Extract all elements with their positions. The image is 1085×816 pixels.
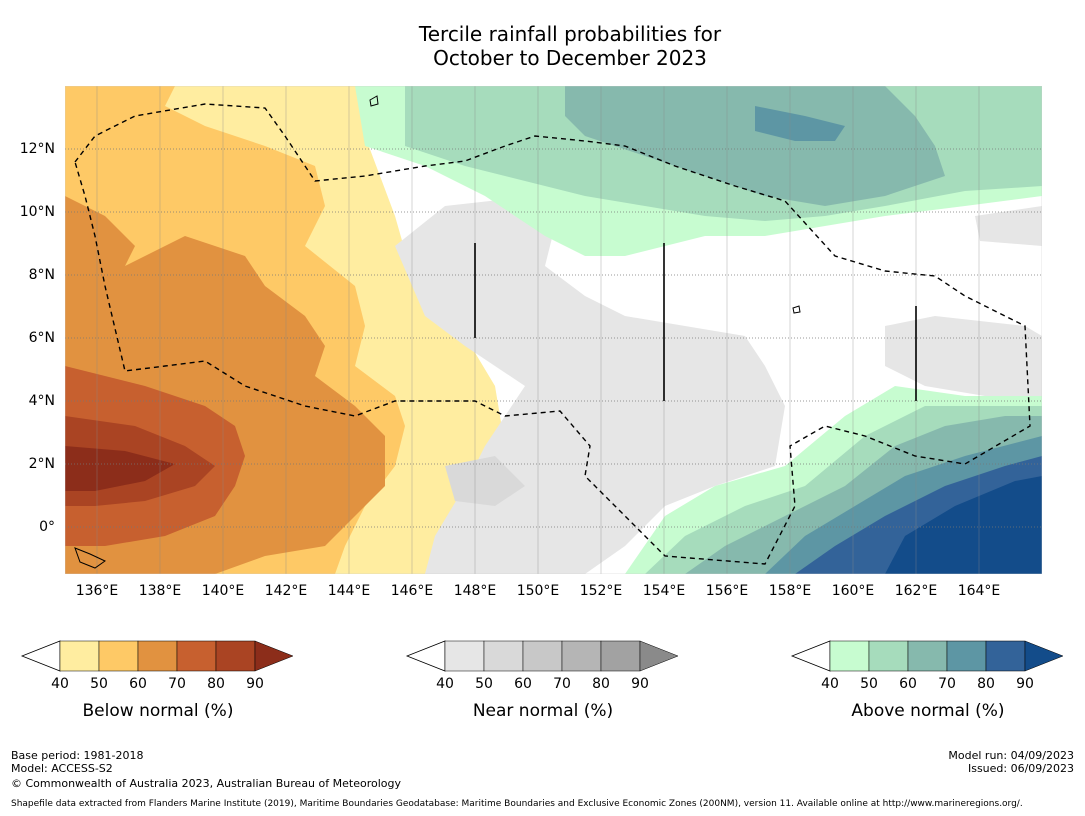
chart-title: Tercile rainfall probabilities for Octob… bbox=[0, 22, 1085, 70]
x-tick: 138°E bbox=[138, 583, 182, 599]
y-tick: 6°N bbox=[28, 330, 55, 346]
colorbar-swatch bbox=[985, 640, 1026, 672]
footer-left: Base period: 1981-2018 Model: ACCESS-S2 … bbox=[11, 749, 401, 790]
y-tick: 10°N bbox=[19, 204, 55, 220]
colorbar-level: 90 bbox=[631, 676, 649, 692]
near-50-region bbox=[445, 456, 525, 506]
x-tick: 150°E bbox=[516, 583, 560, 599]
colorbar-swatch bbox=[868, 640, 909, 672]
colorbar-level: 60 bbox=[129, 676, 147, 692]
issued-date: Issued: 06/09/2023 bbox=[967, 762, 1074, 775]
colorbar-above-normal bbox=[790, 640, 1064, 672]
colorbar-level: 50 bbox=[860, 676, 878, 692]
colorbar-swatch bbox=[254, 640, 294, 672]
title-line-2: October to December 2023 bbox=[433, 46, 707, 70]
rainfall-map bbox=[65, 86, 1042, 574]
colorbar-swatch bbox=[215, 640, 256, 672]
colorbar-swatch bbox=[59, 640, 100, 672]
colorbar-swatch bbox=[137, 640, 178, 672]
colorbar-level: 70 bbox=[553, 676, 571, 692]
colorbar-title-near: Near normal (%) bbox=[472, 701, 614, 721]
near-40-region-east bbox=[885, 316, 1042, 396]
colorbar-swatch bbox=[907, 640, 948, 672]
colorbar-swatch bbox=[522, 640, 563, 672]
x-tick: 146°E bbox=[390, 583, 434, 599]
colorbar-swatch bbox=[98, 640, 139, 672]
x-tick: 136°E bbox=[75, 583, 119, 599]
colorbar-level: 60 bbox=[514, 676, 532, 692]
x-tick: 160°E bbox=[831, 583, 875, 599]
colorbar-level: 50 bbox=[90, 676, 108, 692]
x-tick: 154°E bbox=[642, 583, 686, 599]
colorbar-title-above: Above normal (%) bbox=[851, 701, 1005, 721]
island-outline bbox=[369, 95, 379, 107]
x-tick: 144°E bbox=[327, 583, 371, 599]
x-tick: 140°E bbox=[201, 583, 245, 599]
colorbar-level: 90 bbox=[246, 676, 264, 692]
below-90-region bbox=[65, 446, 175, 491]
model-run-date: Model run: 04/09/2023 bbox=[948, 749, 1074, 762]
above-60-region bbox=[565, 86, 945, 206]
x-tick: 164°E bbox=[957, 583, 1001, 599]
y-tick: 4°N bbox=[28, 393, 55, 409]
x-tick: 156°E bbox=[705, 583, 749, 599]
footer-right: Model run: 04/09/2023 Issued: 06/09/2023 bbox=[948, 749, 1074, 775]
colorbar-level: 60 bbox=[899, 676, 917, 692]
y-tick: 12°N bbox=[19, 141, 55, 157]
colorbar-level: 40 bbox=[821, 676, 839, 692]
y-tick: 0° bbox=[39, 519, 55, 535]
x-tick: 162°E bbox=[894, 583, 938, 599]
colorbar-swatch bbox=[561, 640, 602, 672]
colorbar-swatch bbox=[483, 640, 524, 672]
base-period: Base period: 1981-2018 bbox=[11, 749, 144, 762]
x-tick: 152°E bbox=[579, 583, 623, 599]
colorbar-level: 50 bbox=[475, 676, 493, 692]
x-tick: 148°E bbox=[453, 583, 497, 599]
near-40-region-ne bbox=[975, 206, 1042, 246]
x-tick: 158°E bbox=[768, 583, 812, 599]
colorbar-level: 40 bbox=[436, 676, 454, 692]
above-70-region bbox=[755, 106, 845, 141]
colorbar-swatch bbox=[639, 640, 679, 672]
colorbar-below-normal bbox=[20, 640, 294, 672]
colorbar-level: 80 bbox=[977, 676, 995, 692]
copyright: © Commonwealth of Australia 2023, Austra… bbox=[11, 777, 401, 790]
shapefile-credit: Shapefile data extracted from Flanders M… bbox=[11, 799, 1023, 809]
island-outline-3 bbox=[74, 547, 106, 569]
colorbar-swatch bbox=[600, 640, 641, 672]
x-tick: 142°E bbox=[264, 583, 308, 599]
colorbar-level: 80 bbox=[592, 676, 610, 692]
colorbar-swatch bbox=[176, 640, 217, 672]
colorbar-level: 40 bbox=[51, 676, 69, 692]
model-name: Model: ACCESS-S2 bbox=[11, 762, 113, 775]
colorbar-level: 70 bbox=[168, 676, 186, 692]
island-outline-2 bbox=[792, 305, 801, 314]
above-90-region-se bbox=[885, 476, 1042, 574]
colorbar-swatch bbox=[1024, 640, 1064, 672]
y-tick: 2°N bbox=[28, 456, 55, 472]
colorbar-near-normal bbox=[405, 640, 679, 672]
title-line-1: Tercile rainfall probabilities for bbox=[418, 22, 722, 46]
y-tick: 8°N bbox=[28, 267, 55, 283]
colorbar-level: 90 bbox=[1016, 676, 1034, 692]
colorbar-swatch bbox=[444, 640, 485, 672]
colorbar-swatch bbox=[946, 640, 987, 672]
colorbar-level: 80 bbox=[207, 676, 225, 692]
eez-boundary bbox=[74, 103, 1031, 565]
colorbar-level: 70 bbox=[938, 676, 956, 692]
map-latitude-lines bbox=[65, 148, 1042, 528]
colorbar-swatch bbox=[829, 640, 870, 672]
colorbar-title-below: Below normal (%) bbox=[82, 701, 234, 721]
